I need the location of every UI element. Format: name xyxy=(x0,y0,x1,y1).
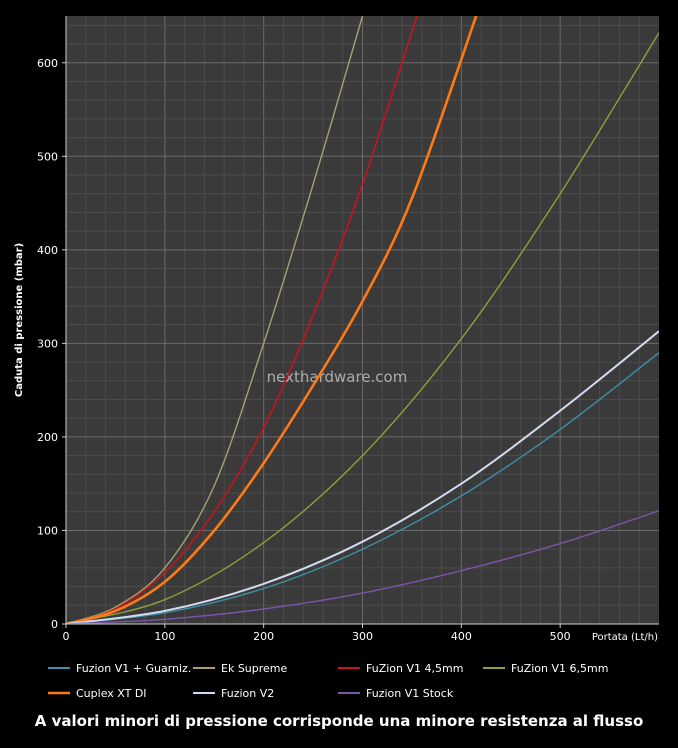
series-lines xyxy=(66,16,659,624)
x-tick-label: 300 xyxy=(352,630,373,643)
y-tick-label: 400 xyxy=(37,244,58,257)
x-tick-label: 500 xyxy=(550,630,571,643)
grid xyxy=(66,16,659,624)
legend-label: Fuzion V1 Stock xyxy=(366,687,454,700)
series-line-7 xyxy=(66,510,659,624)
x-tick-label: 100 xyxy=(154,630,175,643)
y-axis-title: Caduta di pressione (mbar) xyxy=(14,243,25,397)
legend: Fuzion V1 + Guarniz. Ek Supreme FuZion V1 … xyxy=(48,662,608,700)
y-tick-label: 500 xyxy=(37,150,58,163)
series-line-1 xyxy=(66,352,659,624)
x-axis-title: Portata (Lt/h) xyxy=(592,632,658,643)
y-tick-label: 600 xyxy=(37,57,58,70)
legend-label: Ek Supreme xyxy=(221,662,288,675)
series-line-4 xyxy=(66,32,659,624)
x-tick-label: 0 xyxy=(63,630,70,643)
legend-label: Cuplex XT DI xyxy=(76,687,147,700)
legend-label: Fuzion V1 + Guarniz. xyxy=(76,662,191,675)
legend-label: FuZion V1 4,5mm xyxy=(366,662,463,675)
legend-label: FuZion V1 6,5mm xyxy=(511,662,608,675)
x-tick-label: 200 xyxy=(253,630,274,643)
y-tick-label: 0 xyxy=(51,618,58,631)
series-line-3 xyxy=(66,16,418,624)
x-tick-label: 400 xyxy=(451,630,472,643)
chart-caption: A valori minori di pressione corrisponde… xyxy=(35,712,644,730)
y-tick-label: 200 xyxy=(37,431,58,444)
y-tick-label: 300 xyxy=(37,337,58,350)
series-line-6 xyxy=(66,330,659,624)
series-line-2 xyxy=(66,16,364,624)
legend-label: Fuzion V2 xyxy=(221,687,274,700)
y-tick-label: 100 xyxy=(37,524,58,537)
watermark: nexthardware.com xyxy=(267,368,408,386)
axes: 0 100 200 300 400 500 600 0 100 200 300 400 500 xyxy=(37,16,659,643)
series-line-5 xyxy=(66,16,478,624)
